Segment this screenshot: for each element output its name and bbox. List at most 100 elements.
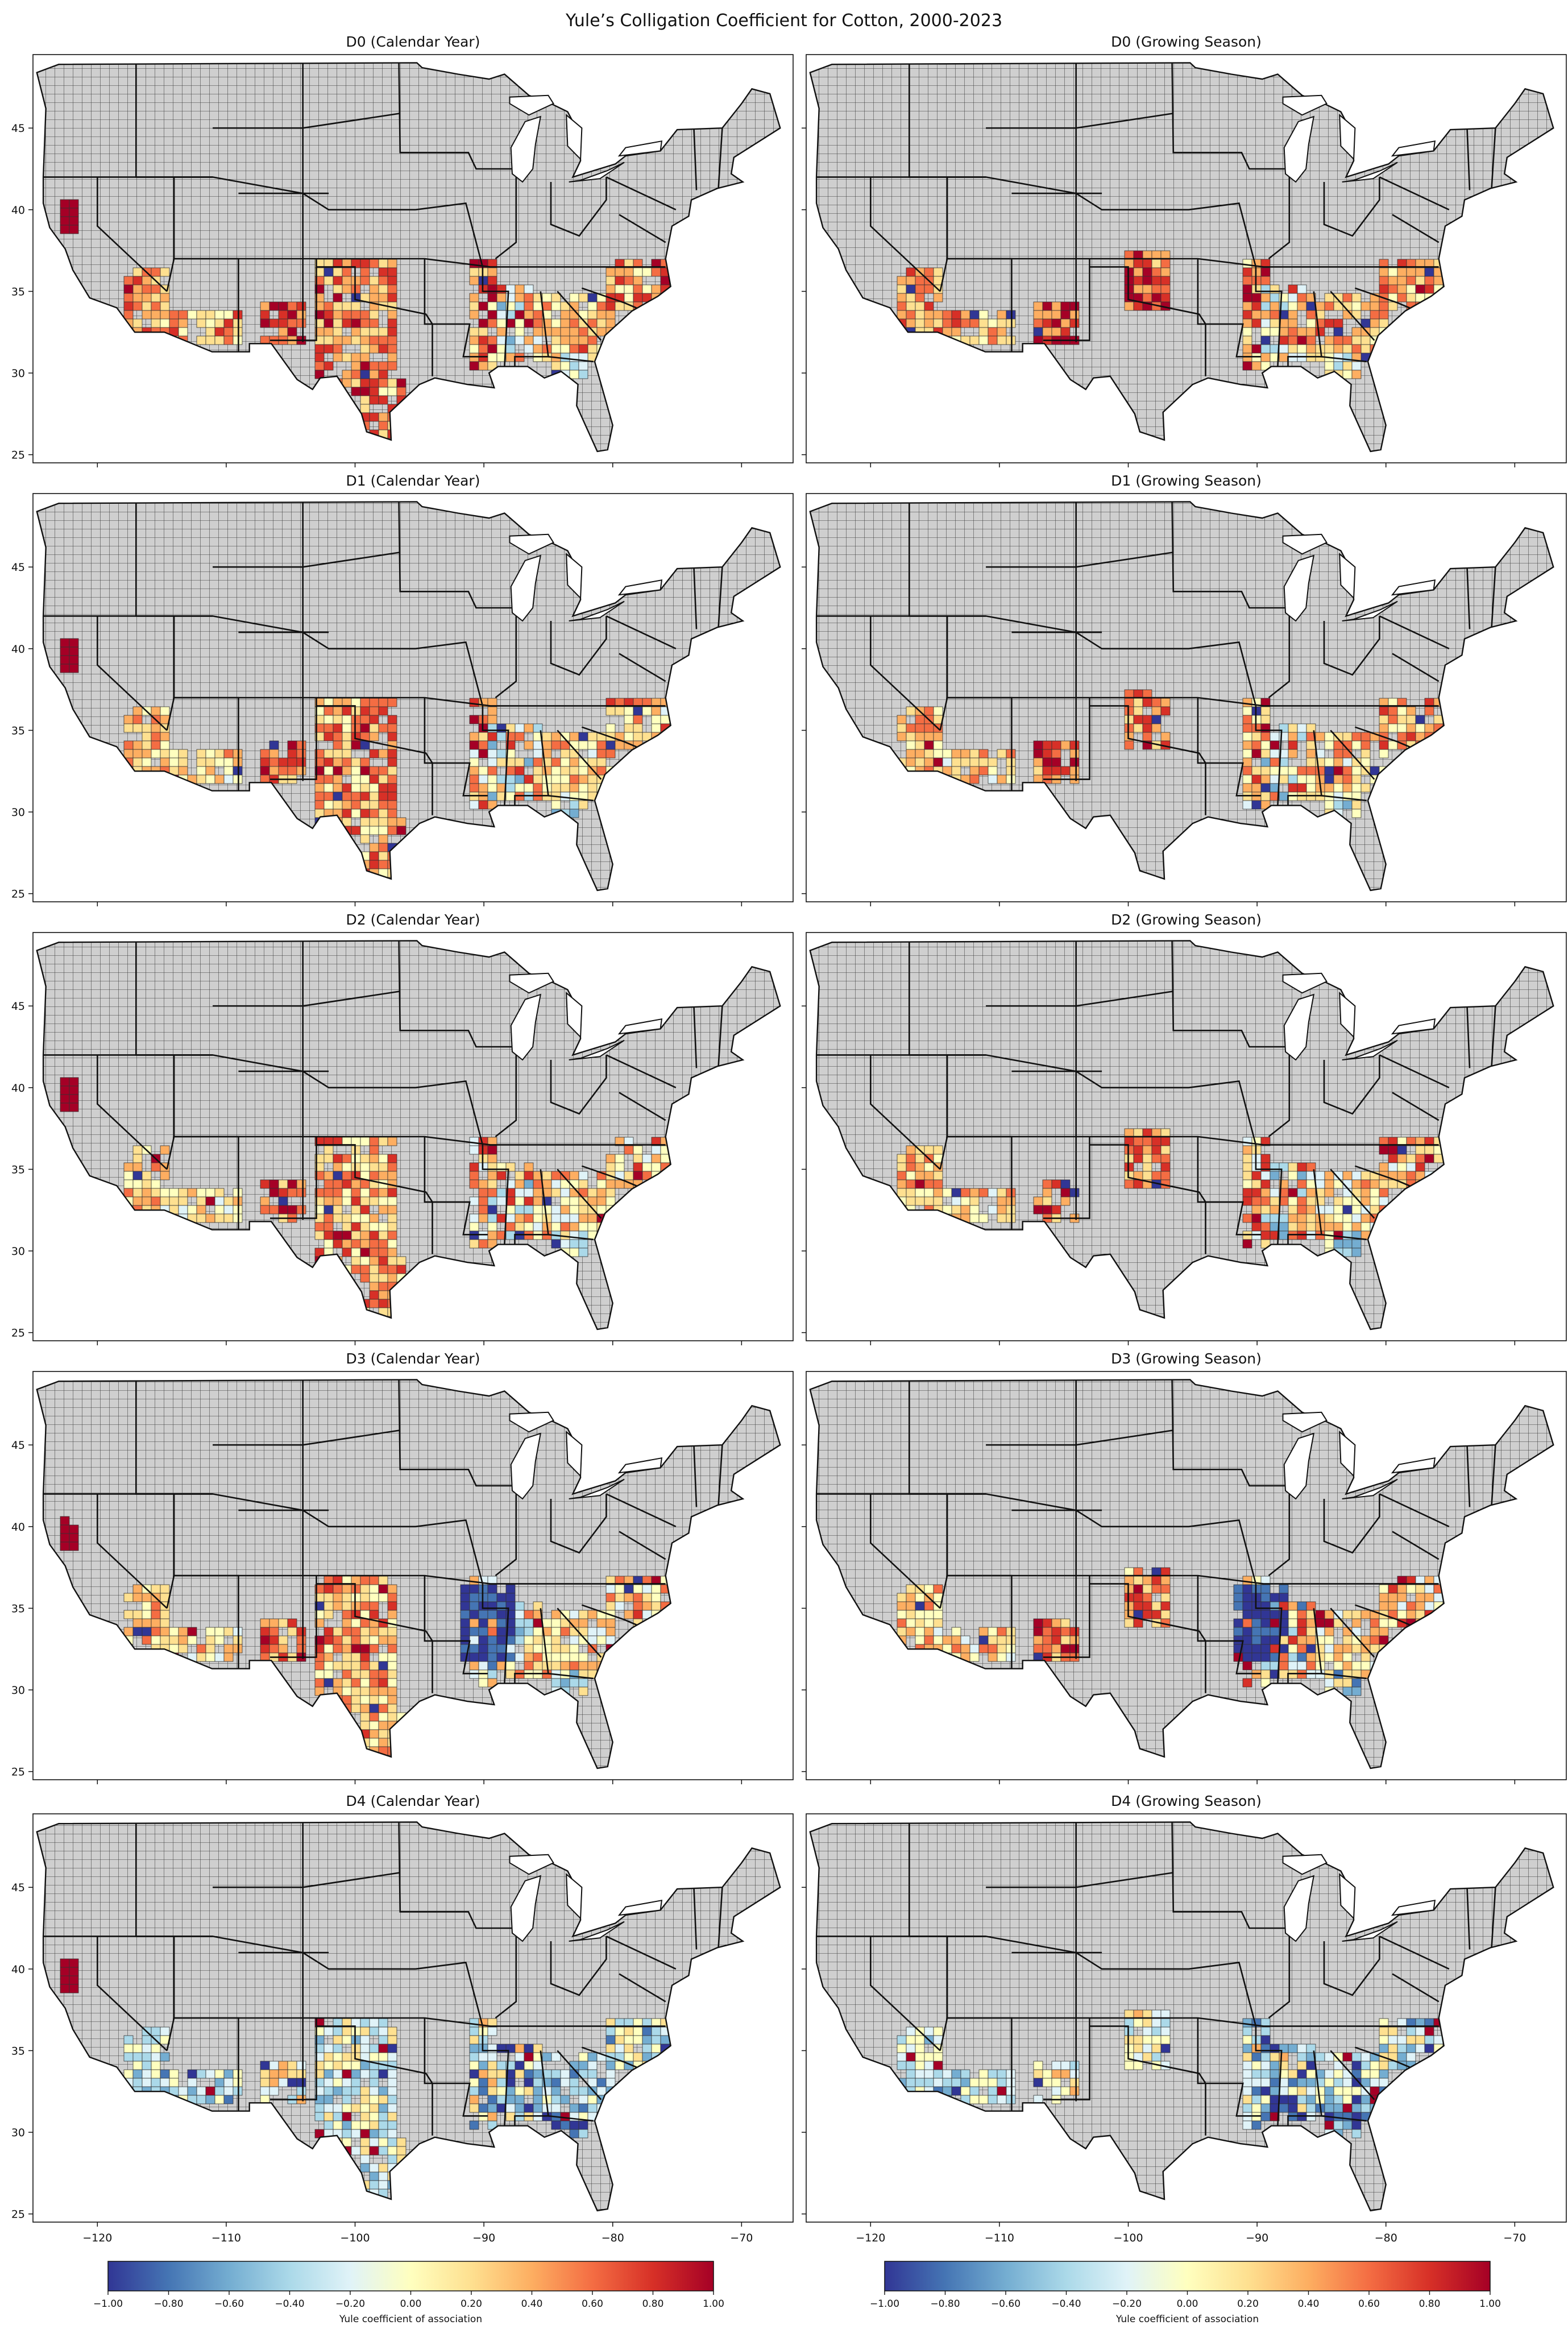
- county-cell: [1306, 1222, 1316, 1232]
- county-cell: [269, 301, 279, 311]
- map-panel: D3 (Growing Season): [802, 1350, 1567, 1784]
- county-cell: [1260, 2061, 1271, 2070]
- county-cell: [1306, 1661, 1316, 1671]
- county-cell: [1379, 791, 1389, 801]
- county-cell: [151, 723, 161, 733]
- county-cell: [378, 1282, 388, 1291]
- county-cell: [560, 2112, 570, 2121]
- county-cell: [333, 732, 343, 741]
- county-cell: [1042, 2078, 1052, 2087]
- county-cell: [1324, 783, 1334, 793]
- lake: [566, 992, 583, 1039]
- county-cell: [897, 1593, 907, 1602]
- county-cell: [323, 783, 334, 793]
- county-cell: [960, 1188, 970, 1197]
- panel-title: D2 (Growing Season): [1111, 911, 1262, 928]
- county-cell: [469, 2078, 479, 2087]
- county-cell: [478, 344, 488, 354]
- county-cell: [560, 1627, 570, 1636]
- county-cell: [551, 783, 561, 793]
- county-cell: [342, 800, 352, 810]
- county-cell: [642, 1601, 652, 1611]
- county-cell: [478, 2069, 488, 2079]
- county-cell: [296, 1627, 306, 1636]
- county-cell: [378, 1635, 388, 1645]
- county-cell: [578, 361, 588, 371]
- county-cell: [496, 1171, 507, 1180]
- county-cell: [123, 293, 134, 302]
- county-cell: [605, 310, 616, 320]
- county-cell: [551, 2086, 561, 2096]
- county-cell: [569, 2078, 579, 2087]
- us-outline: [36, 940, 781, 1331]
- county-cell: [633, 723, 643, 733]
- county-cell: [1260, 1584, 1271, 1594]
- county-cell: [1260, 740, 1271, 750]
- county-cell: [487, 2112, 497, 2121]
- county-cell: [551, 2095, 561, 2104]
- county-cell: [596, 2078, 607, 2087]
- county-cell: [1342, 2120, 1353, 2130]
- county-cell: [151, 1196, 161, 1206]
- county-cell: [951, 1205, 961, 1215]
- county-cell: [1069, 2069, 1080, 2079]
- county-cell: [60, 208, 70, 217]
- county-cell: [524, 1205, 534, 1215]
- county-cell: [369, 1256, 379, 1266]
- county-cell: [1251, 301, 1262, 311]
- county-cell: [1288, 344, 1298, 354]
- county-cell: [605, 318, 616, 328]
- county-cell: [642, 706, 652, 716]
- county-cell: [969, 2078, 980, 2087]
- colorbar-tick-label: −1.00: [93, 2298, 123, 2310]
- county-cell: [387, 1162, 397, 1172]
- county-cell: [333, 318, 343, 328]
- lake: [1339, 553, 1356, 600]
- county-cell: [1260, 2095, 1271, 2104]
- county-cell: [1342, 1686, 1353, 1696]
- county-cell: [1242, 1179, 1252, 1189]
- county-cell: [897, 723, 907, 733]
- county-cell: [933, 1196, 943, 1206]
- county-cell: [351, 1584, 361, 1594]
- county-cell: [505, 1644, 516, 1653]
- county-cell: [651, 284, 661, 294]
- county-cell: [933, 749, 943, 759]
- lake: [1283, 993, 1315, 1061]
- county-cell: [360, 1273, 370, 1283]
- x-tick-label: −70: [730, 2232, 753, 2244]
- county-cell: [333, 1635, 343, 1645]
- county-cell: [1151, 2018, 1162, 2028]
- county-cell: [1324, 361, 1334, 371]
- y-tick-label: 45: [11, 561, 25, 574]
- county-cell: [515, 301, 525, 311]
- county-cell: [469, 2044, 479, 2053]
- county-cell: [569, 318, 579, 328]
- county-cell: [533, 2086, 543, 2096]
- county-cell: [1424, 1179, 1434, 1189]
- county-cell: [369, 800, 379, 810]
- county-cell: [933, 267, 943, 277]
- county-cell: [1288, 1661, 1298, 1671]
- county-cell: [387, 1644, 397, 1653]
- county-cells: [60, 638, 670, 878]
- county-cell: [924, 267, 934, 277]
- county-cell: [1324, 1627, 1334, 1636]
- county-cell: [187, 310, 197, 320]
- county-cell: [387, 2044, 397, 2053]
- county-cell: [1124, 1154, 1134, 1163]
- county-cell: [1051, 1618, 1061, 1628]
- county-cell: [487, 1205, 497, 1215]
- county-cell: [278, 1635, 288, 1645]
- county-cell: [1151, 2035, 1162, 2045]
- county-cell: [378, 421, 388, 430]
- county-cell: [323, 1678, 334, 1688]
- county-cell: [906, 301, 916, 311]
- county-cell: [487, 1627, 497, 1636]
- county-cell: [906, 2061, 916, 2070]
- county-cell: [933, 706, 943, 716]
- county-cell: [387, 259, 397, 268]
- county-cell: [387, 2027, 397, 2036]
- y-tick-label: 35: [11, 1163, 25, 1176]
- county-cell: [223, 766, 234, 776]
